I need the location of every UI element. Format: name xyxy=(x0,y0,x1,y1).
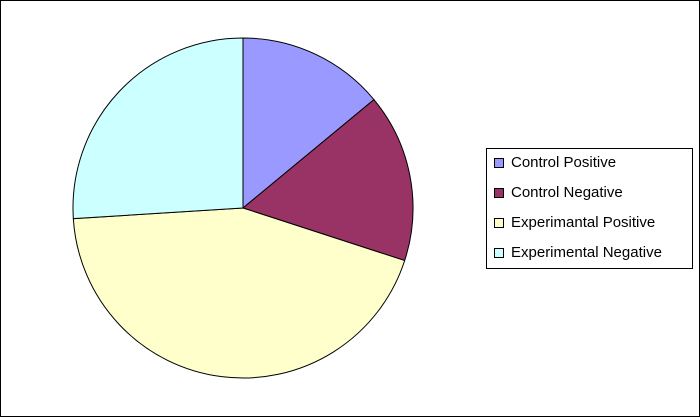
legend-label: Experimental Negative xyxy=(511,244,662,261)
pie-slice xyxy=(72,207,406,379)
pie-slice xyxy=(242,37,375,210)
legend-swatch xyxy=(494,248,504,258)
legend-label: Experimantal Positive xyxy=(511,214,655,231)
legend-swatch xyxy=(494,158,504,168)
legend-box xyxy=(486,148,693,269)
legend-swatch xyxy=(494,188,504,198)
legend-swatch xyxy=(494,218,504,228)
legend xyxy=(486,148,693,269)
legend-label: Control Positive xyxy=(511,154,616,171)
pie-slice xyxy=(241,98,414,262)
legend-label: Control Negative xyxy=(511,184,623,201)
pie-slice xyxy=(72,37,244,220)
